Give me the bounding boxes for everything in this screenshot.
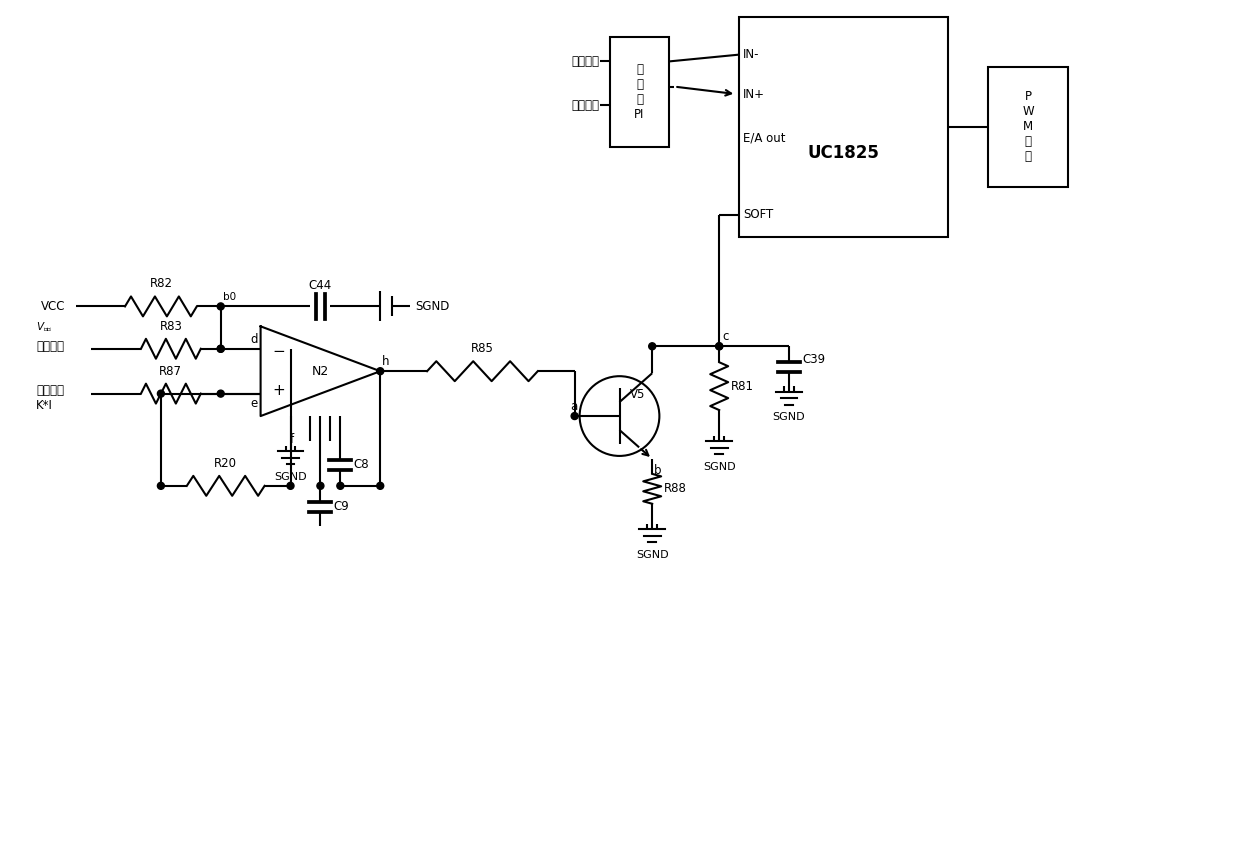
Circle shape	[317, 482, 323, 489]
Circle shape	[217, 303, 224, 310]
Text: IN+: IN+	[743, 87, 766, 100]
Text: R87: R87	[160, 365, 182, 378]
Circle shape	[377, 368, 384, 375]
Circle shape	[337, 482, 344, 489]
Text: h: h	[382, 355, 390, 368]
Text: 电压采样: 电压采样	[571, 99, 600, 112]
Text: SGND: SGND	[636, 550, 669, 559]
Circle shape	[716, 343, 722, 350]
Text: UC1825: UC1825	[808, 145, 880, 162]
Text: b: b	[654, 464, 662, 477]
Text: R81: R81	[731, 379, 755, 392]
Text: C44: C44	[309, 279, 332, 292]
Circle shape	[157, 482, 165, 489]
Text: C8: C8	[353, 458, 369, 471]
Circle shape	[287, 482, 294, 489]
Text: e: e	[250, 397, 258, 410]
Text: SOFT: SOFT	[743, 208, 773, 221]
Text: SGND: SGND	[703, 462, 736, 472]
Text: b0: b0	[223, 293, 235, 302]
Text: R85: R85	[471, 342, 494, 355]
Circle shape	[217, 346, 224, 352]
Circle shape	[571, 412, 579, 419]
Circle shape	[217, 346, 224, 352]
Text: VCC: VCC	[41, 300, 66, 313]
Text: +: +	[273, 384, 285, 398]
Bar	[989, 68, 1068, 187]
Text: 电
压
环
PI: 电 压 环 PI	[634, 63, 644, 121]
Text: c: c	[722, 330, 729, 343]
Bar	[610, 37, 669, 147]
Text: R83: R83	[160, 320, 182, 333]
Text: f: f	[290, 433, 294, 446]
Text: C9: C9	[333, 501, 349, 514]
Text: R82: R82	[150, 277, 172, 290]
Bar	[740, 17, 949, 236]
Text: SGND: SGND	[415, 300, 450, 313]
Text: a: a	[570, 400, 577, 413]
Text: E/A out: E/A out	[743, 132, 786, 145]
Text: 限流基准: 限流基准	[36, 340, 64, 353]
Text: K*I: K*I	[36, 399, 53, 412]
Text: d: d	[250, 333, 258, 346]
Text: SGND: SGND	[274, 472, 307, 481]
Text: IN-: IN-	[743, 48, 760, 61]
Text: N2: N2	[312, 365, 330, 378]
Circle shape	[716, 343, 722, 350]
Circle shape	[649, 343, 655, 350]
Text: R20: R20	[214, 457, 237, 470]
Text: $V_{基准}$: $V_{基准}$	[36, 320, 53, 333]
Text: −: −	[273, 344, 285, 359]
Text: 电压基准: 电压基准	[571, 55, 600, 68]
Text: R88: R88	[664, 482, 688, 495]
Circle shape	[157, 391, 165, 397]
Text: SGND: SGND	[773, 412, 805, 422]
Circle shape	[377, 482, 384, 489]
Text: 电流采样: 电流采样	[36, 385, 64, 397]
Circle shape	[217, 391, 224, 397]
Text: C39: C39	[802, 352, 825, 365]
Text: P
W
M
输
出: P W M 输 出	[1022, 90, 1035, 164]
Text: V5: V5	[629, 388, 644, 401]
